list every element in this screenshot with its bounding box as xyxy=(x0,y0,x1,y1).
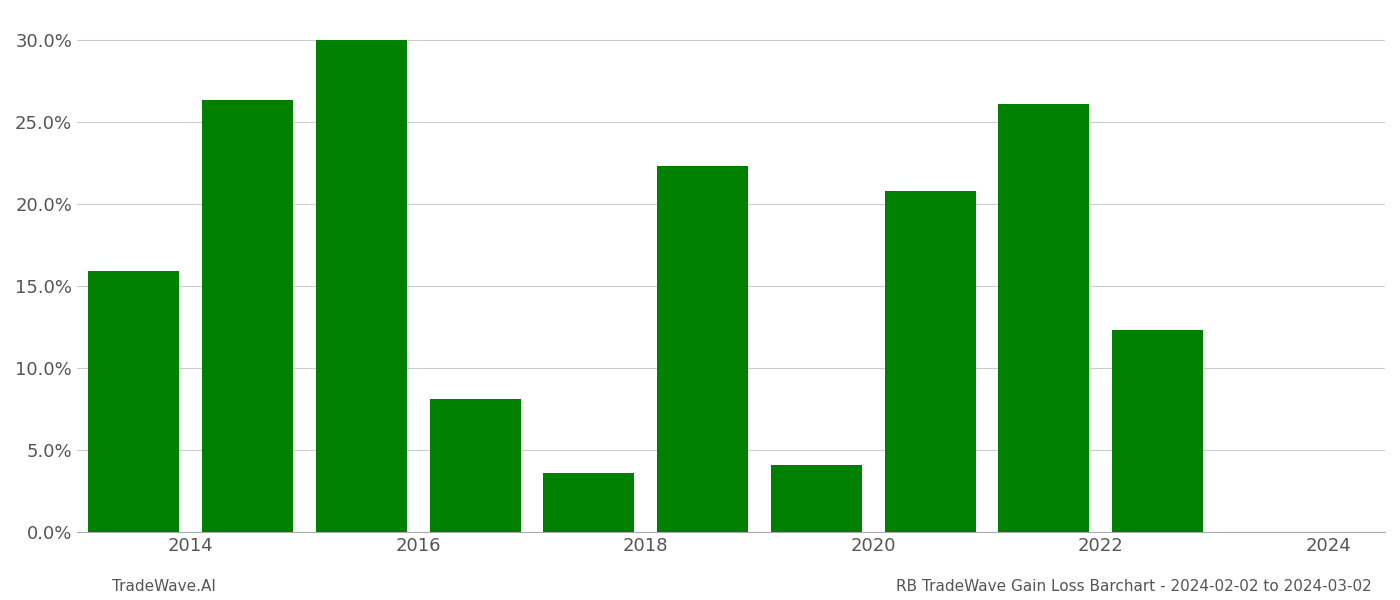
Bar xyxy=(885,191,976,532)
Text: TradeWave.AI: TradeWave.AI xyxy=(112,579,216,594)
Bar xyxy=(430,399,521,532)
Bar xyxy=(998,104,1089,532)
Bar xyxy=(202,100,293,532)
Bar xyxy=(543,473,634,532)
Text: RB TradeWave Gain Loss Barchart - 2024-02-02 to 2024-03-02: RB TradeWave Gain Loss Barchart - 2024-0… xyxy=(896,579,1372,594)
Bar xyxy=(1112,330,1203,532)
Bar xyxy=(657,166,748,532)
Bar xyxy=(771,465,862,532)
Bar xyxy=(88,271,179,532)
Bar xyxy=(316,40,407,532)
